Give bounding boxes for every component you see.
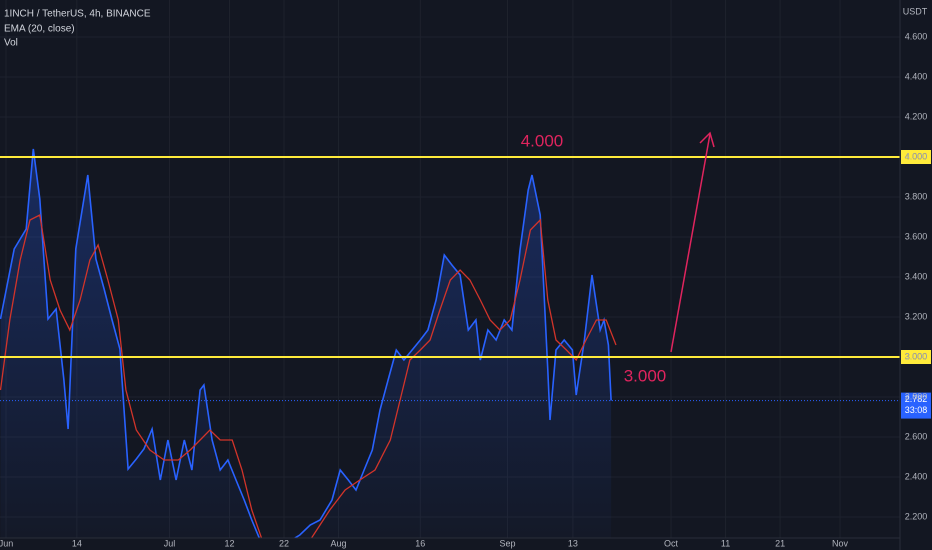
annotation: 3.000 — [624, 366, 667, 385]
countdown: 33:08 — [905, 405, 928, 415]
y-tick-label: 2.600 — [905, 431, 928, 441]
y-tick-label: 4.600 — [905, 31, 928, 41]
x-tick-label: Jul — [164, 538, 176, 548]
x-tick-label: Sep — [500, 538, 516, 548]
annotation: 4.000 — [521, 131, 564, 150]
y-tick-label: 2.400 — [905, 471, 928, 481]
x-tick-label: 14 — [72, 538, 82, 548]
level-badge-label: 3.000 — [905, 351, 928, 361]
x-tick-label: Nov — [832, 538, 849, 548]
y-tick-label: 3.400 — [905, 271, 928, 281]
last-price-label: 2.782 — [905, 394, 928, 404]
y-tick-label: 2.200 — [905, 511, 928, 521]
level-badge — [901, 350, 931, 364]
x-tick-label: Oct — [664, 538, 679, 548]
x-tick-label: 13 — [568, 538, 578, 548]
level-badge — [901, 150, 931, 164]
y-tick-label: 4.400 — [905, 71, 928, 81]
arrow — [670, 131, 715, 353]
price-area — [0, 149, 612, 538]
y-tick-label: 4.200 — [905, 111, 928, 121]
x-tick-label: Jun — [0, 538, 13, 548]
y-tick-label: 2.800 — [905, 391, 928, 401]
plot — [0, 148, 900, 538]
x-tick-label: 21 — [775, 538, 785, 548]
legend-vol: Vol — [4, 38, 18, 49]
ema-line — [0, 214, 617, 538]
symbol: 1INCH / TetherUS, 4h, BINANCE — [4, 9, 151, 20]
y-tick-label: 3.800 — [905, 191, 928, 201]
legend-ema: EMA (20, close) — [4, 24, 75, 35]
y-tick-label: 3.000 — [905, 351, 928, 361]
unit: USDT — [903, 6, 928, 16]
x-tick-label: Aug — [331, 538, 347, 548]
level-badge-label: 4.000 — [905, 151, 928, 161]
y-tick-label: 3.600 — [905, 231, 928, 241]
price-line — [0, 148, 612, 538]
x-tick-label: 12 — [224, 538, 234, 548]
x-tick-label: 11 — [721, 538, 730, 548]
x-tick-label: 22 — [279, 538, 289, 548]
x-tick-label: 16 — [415, 538, 425, 548]
y-tick-label: 4.000 — [905, 151, 928, 161]
last-price-badge — [901, 392, 931, 419]
y-tick-label: 3.200 — [905, 311, 928, 321]
